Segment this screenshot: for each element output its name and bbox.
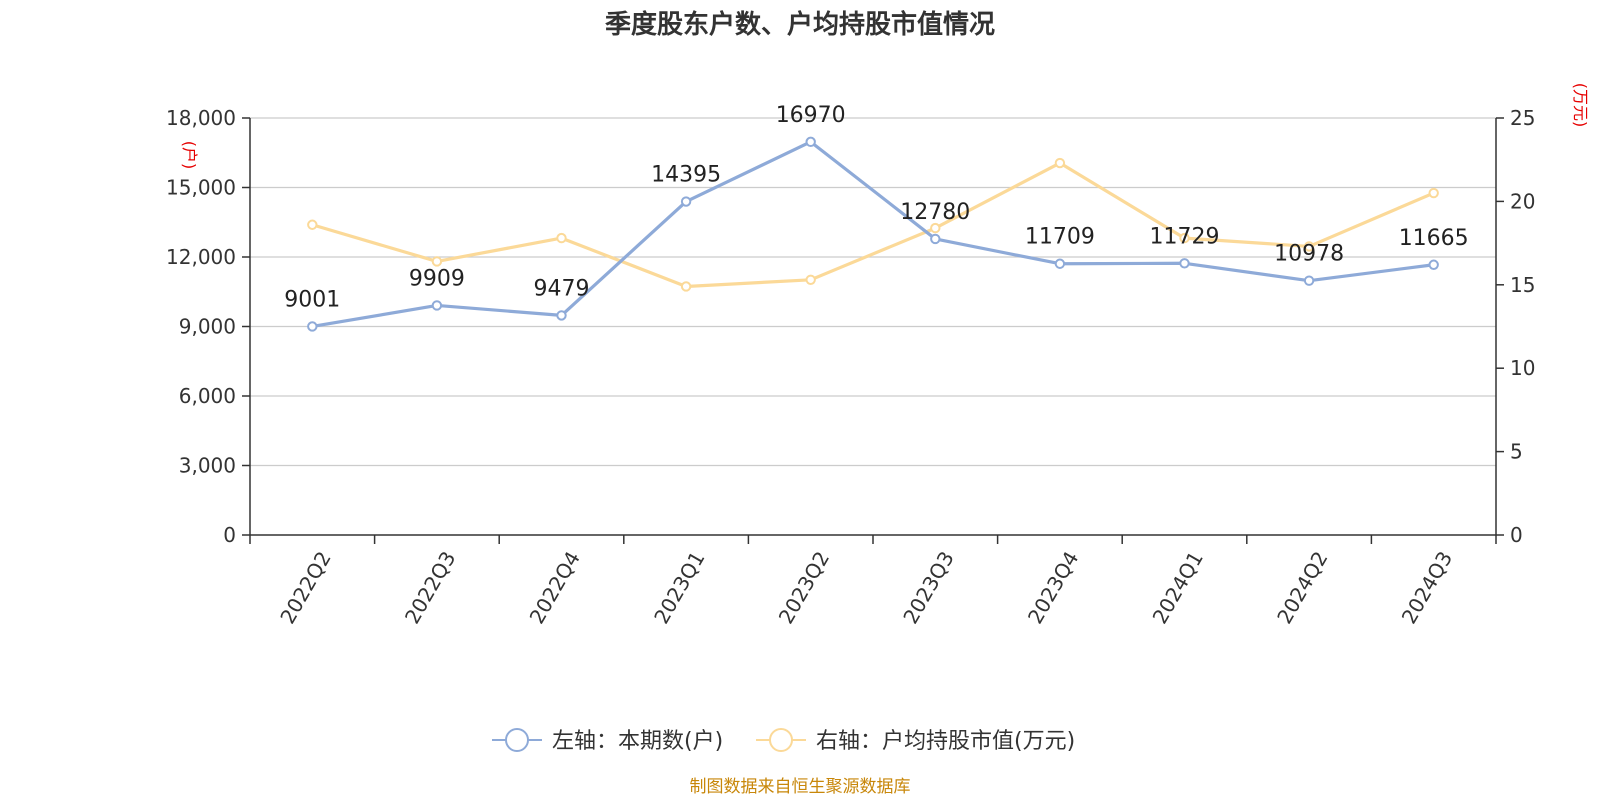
x-tick-label: 2023Q1 (649, 547, 709, 628)
right-tick-label: 20 (1510, 189, 1535, 213)
data-label: 11709 (1025, 225, 1095, 250)
data-label: 11729 (1150, 224, 1220, 249)
series-point-0 (1054, 258, 1066, 269)
source-note: 制图数据来自恒生聚源数据库 (690, 777, 911, 797)
series-point-0 (431, 300, 443, 311)
x-tick-label: 2023Q3 (898, 547, 958, 628)
x-tick-label: 2024Q2 (1272, 547, 1332, 628)
series-point-1 (1054, 157, 1066, 169)
left-tick-label: 12,000 (166, 245, 236, 269)
series-line-1 (311, 161, 1435, 289)
left-tick-label: 0 (223, 523, 236, 547)
legend-left-label: 左轴：本期数(户) (552, 729, 723, 754)
series-point-0 (805, 136, 816, 148)
legend-left-marker (505, 728, 529, 752)
right-axis-ticks: 0 5 10 15 20 25 (1496, 106, 1535, 547)
legend-item-right[interactable]: 右轴：户均持股市值(万元) (756, 728, 1075, 754)
right-tick-label: 10 (1510, 356, 1535, 380)
data-label: 11665 (1399, 226, 1469, 251)
legend-right-label: 右轴：户均持股市值(万元) (816, 729, 1075, 754)
right-tick-label: 15 (1510, 273, 1535, 297)
series-layer (307, 136, 1439, 332)
left-axis-unit: (户) (180, 141, 199, 170)
chart-title: 季度股东户数、户均持股市值情况 (605, 9, 995, 40)
x-tick-label: 2023Q2 (774, 547, 834, 628)
x-tick-label: 2022Q2 (275, 547, 335, 628)
series-point-0 (680, 196, 692, 207)
series-point-1 (556, 232, 567, 244)
series-point-1 (930, 222, 941, 234)
series-point-0 (556, 310, 567, 321)
series-point-1 (1428, 187, 1439, 199)
x-tick-label: 2022Q3 (400, 547, 460, 628)
series-point-0 (1179, 258, 1190, 269)
legend-right-marker (769, 728, 793, 752)
grid-lines (250, 117, 1496, 467)
data-labels: 9001 9909 9479 14395 16970 12780 11709 11729 109… (284, 103, 1468, 313)
series-point-0 (307, 321, 318, 332)
data-label: 10978 (1274, 242, 1344, 267)
x-tick-label: 2022Q4 (525, 547, 585, 628)
series-point-1 (1303, 241, 1315, 252)
series-point-1 (307, 219, 318, 230)
left-tick-label: 9,000 (179, 315, 236, 339)
data-label: 9479 (534, 276, 590, 301)
x-tick-label: 2023Q4 (1023, 547, 1083, 628)
left-axis-ticks: 0 3,000 6,000 9,000 12,000 15,000 18,000 (166, 106, 250, 547)
left-tick-label: 18,000 (166, 106, 236, 130)
series-point-0 (1428, 259, 1439, 270)
x-tick-label: 2024Q1 (1148, 547, 1208, 628)
series-point-1 (805, 274, 816, 285)
series-point-0 (1303, 275, 1315, 286)
data-label: 14395 (651, 163, 721, 188)
right-tick-label: 25 (1510, 106, 1535, 130)
data-label: 9001 (284, 287, 340, 312)
left-tick-label: 3,000 (179, 454, 236, 478)
series-point-1 (680, 281, 692, 292)
left-tick-label: 6,000 (179, 384, 236, 408)
legend-item-left[interactable]: 左轴：本期数(户) (492, 728, 723, 754)
right-tick-label: 5 (1510, 440, 1523, 464)
left-tick-label: 15,000 (166, 176, 236, 200)
data-label: 16970 (776, 103, 846, 128)
data-label: 12780 (900, 200, 970, 225)
x-tick-label: 2024Q3 (1397, 547, 1457, 628)
series-line-0 (312, 140, 1434, 329)
series-point-0 (930, 233, 941, 245)
right-tick-label: 0 (1510, 523, 1523, 547)
right-axis-unit: (万元) (1571, 83, 1590, 128)
series-point-1 (431, 256, 443, 267)
x-axis-ticks: 2022Q2 2022Q3 2022Q4 2023Q1 2023Q2 2023Q3 2023… (249, 535, 1497, 628)
legend: 左轴：本期数(户) 右轴：户均持股市值(万元) (492, 728, 1075, 754)
series-point-1 (1179, 232, 1190, 244)
data-label: 9909 (409, 266, 465, 291)
